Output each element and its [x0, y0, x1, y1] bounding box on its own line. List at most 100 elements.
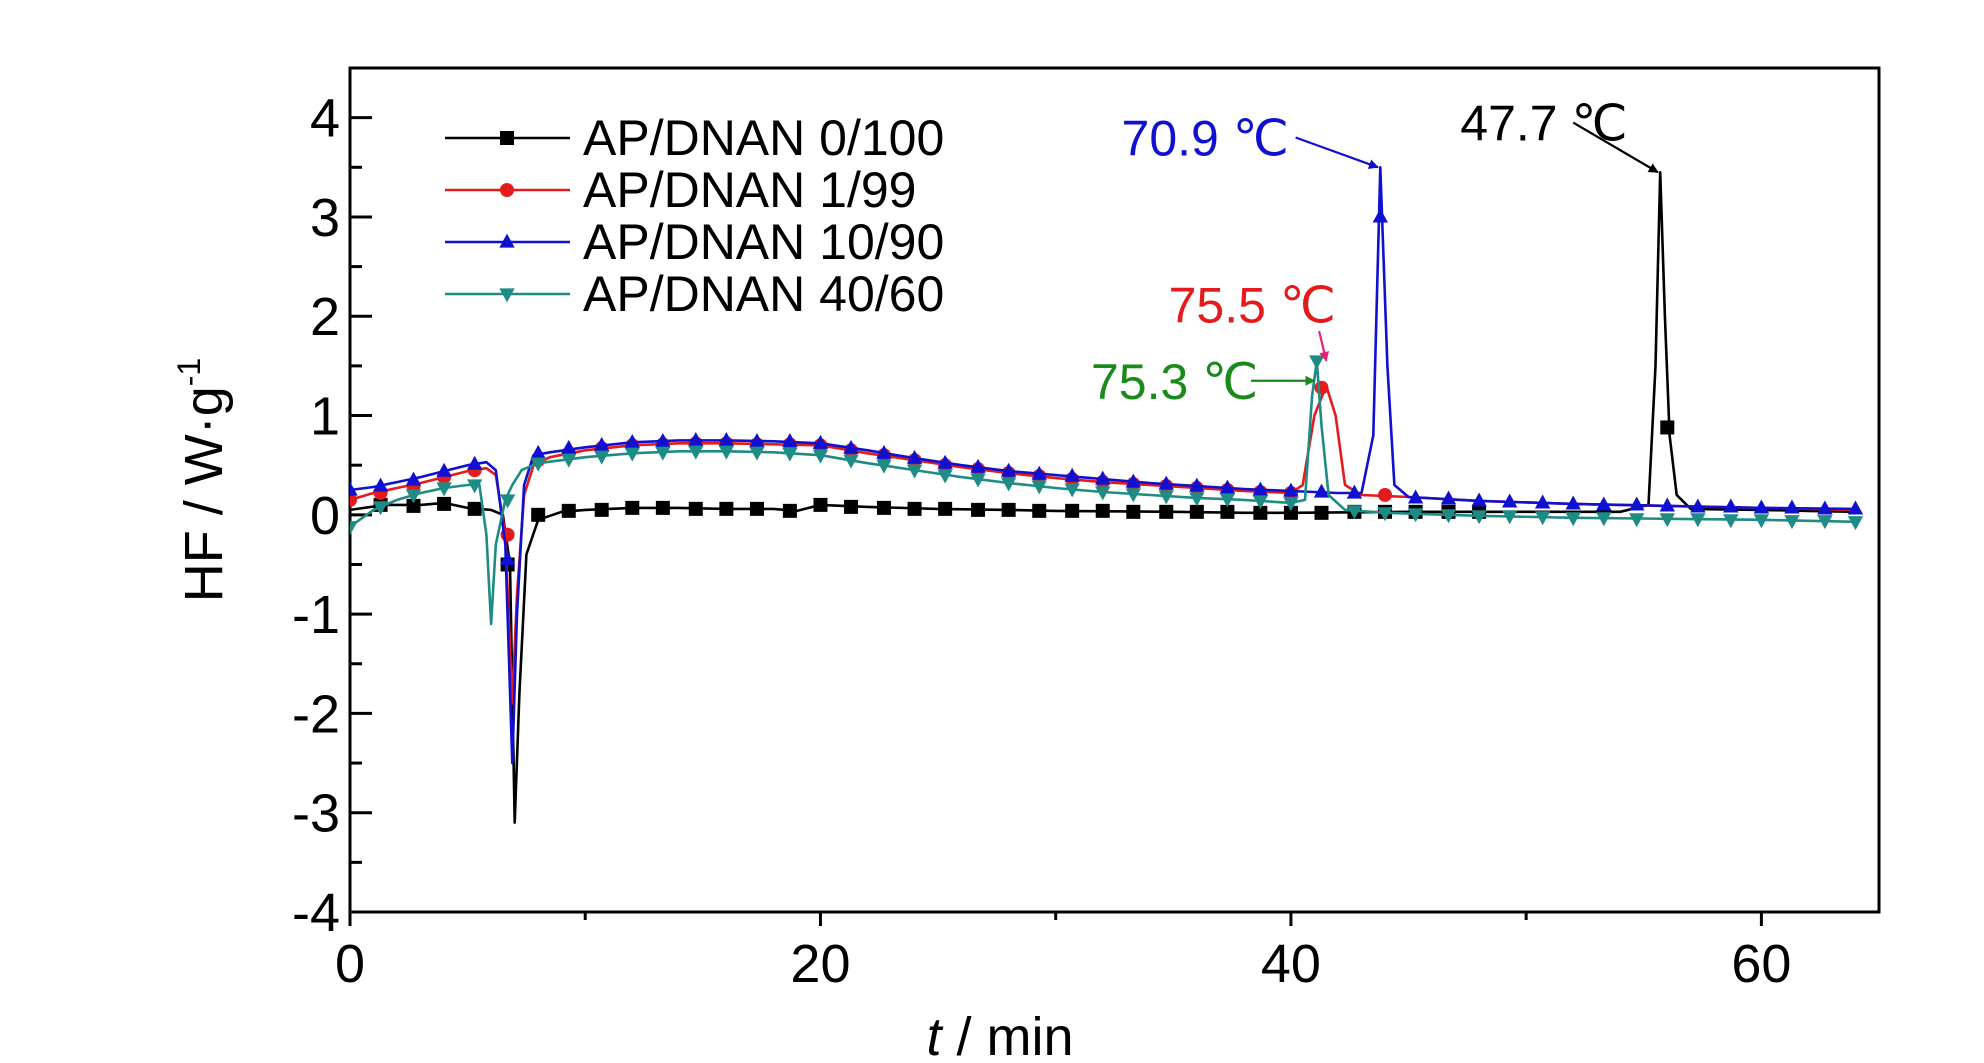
series-point: [1126, 504, 1141, 519]
series-point: [1313, 483, 1330, 498]
legend-label: AP/DNAN 0/100: [583, 110, 944, 166]
series-point: [1032, 503, 1047, 518]
y-tick-label: -2: [292, 684, 340, 744]
series-point: [436, 462, 452, 477]
series-point: [1314, 505, 1329, 520]
series-point: [1283, 505, 1298, 520]
x-tick-label: 40: [1261, 934, 1321, 994]
legend-label: AP/DNAN 40/60: [583, 266, 944, 322]
x-axis: 0 20 40 60: [335, 912, 1791, 994]
series-point: [1847, 516, 1864, 531]
series-point: [1690, 498, 1706, 513]
series-point: [1125, 473, 1142, 488]
series-point: [718, 445, 735, 460]
series-point: [1565, 512, 1581, 527]
y-axis: -4 -3 -2 -1 0 1 2 3 4: [292, 66, 372, 943]
series-point: [437, 496, 452, 511]
annotation-arrow: [1318, 330, 1329, 362]
y-tick-label: -4: [292, 883, 340, 943]
series-point: [813, 497, 828, 512]
series-point: [1253, 505, 1268, 520]
series-point: [718, 431, 735, 446]
series-point: [719, 501, 734, 516]
series-point: [1534, 494, 1551, 509]
series-point: [561, 439, 577, 454]
series-point: [1158, 475, 1174, 490]
series-point: [350, 521, 358, 536]
legend-label: AP/DNAN 1/99: [583, 162, 916, 218]
series-point: [688, 501, 703, 516]
series-point: [1407, 489, 1424, 504]
series-point: [350, 481, 358, 496]
series-point: [1158, 490, 1174, 505]
series-point: [655, 432, 671, 447]
series-point: [1095, 503, 1110, 518]
series-layer: [350, 166, 1864, 824]
y-tick-label: 1: [310, 387, 340, 447]
series-point: [970, 473, 986, 488]
series-point: [1125, 488, 1142, 503]
series-point: [531, 507, 546, 522]
series-point: [1283, 497, 1299, 512]
series-point: [688, 445, 704, 460]
series-point: [1065, 503, 1080, 518]
series-point: [782, 447, 798, 462]
series-point: [1000, 462, 1017, 477]
series-point: [782, 432, 798, 447]
x-axis-title: t / min: [926, 1007, 1073, 1063]
series-point: [530, 444, 546, 459]
annotation-label: 47.7 ℃: [1460, 96, 1627, 152]
series-point: [500, 183, 514, 197]
series-point: [937, 454, 953, 469]
series-point: [499, 551, 516, 566]
y-tick-label: 4: [310, 89, 340, 149]
y-tick-label: 2: [310, 287, 340, 347]
series-point: [1847, 500, 1864, 515]
series-line: [350, 166, 1856, 765]
series-point: [561, 453, 577, 468]
series-point: [970, 458, 986, 473]
series-point: [1219, 479, 1236, 494]
series-point: [876, 459, 892, 474]
series-point: [1031, 465, 1047, 480]
series-point: [1309, 355, 1325, 370]
series-point: [1159, 504, 1174, 519]
series-point: [1660, 420, 1675, 435]
series-point: [1095, 470, 1111, 485]
x-tick-label: 0: [335, 934, 365, 994]
annotation-arrow: [1572, 121, 1659, 174]
series-point: [593, 436, 610, 451]
series-point: [1064, 483, 1080, 498]
annotation-label: 75.5 ℃: [1169, 277, 1336, 333]
y-tick-label: -3: [292, 784, 340, 844]
series-point: [1596, 512, 1612, 527]
series-point: [1000, 477, 1017, 492]
series-point: [561, 503, 576, 518]
series-point: [1031, 480, 1047, 495]
series-point: [1817, 500, 1833, 515]
y-tick-label: -1: [292, 585, 340, 645]
series-point: [906, 449, 923, 464]
series-point: [1501, 510, 1518, 525]
series-point: [937, 469, 953, 484]
series-point: [530, 457, 546, 472]
annotation-label: 75.3 ℃: [1091, 354, 1258, 410]
series-point: [406, 498, 421, 513]
series-triangle-up: [350, 166, 1864, 765]
series-point: [466, 479, 483, 494]
series-point: [1220, 504, 1235, 519]
series-point: [1346, 505, 1363, 520]
series-point: [1095, 486, 1111, 501]
series-point: [876, 444, 892, 459]
series-point: [1753, 499, 1770, 514]
series-point: [843, 454, 859, 469]
series-point: [1252, 481, 1269, 496]
series-point: [1189, 504, 1204, 519]
annotations: 47.7 ℃ 70.9 ℃ 75.5 ℃ 75.3 ℃: [1091, 96, 1659, 410]
series-point: [499, 233, 515, 248]
series-point: [372, 501, 389, 516]
series-point: [372, 477, 389, 492]
series-point: [1817, 515, 1833, 530]
series-point: [812, 434, 829, 449]
